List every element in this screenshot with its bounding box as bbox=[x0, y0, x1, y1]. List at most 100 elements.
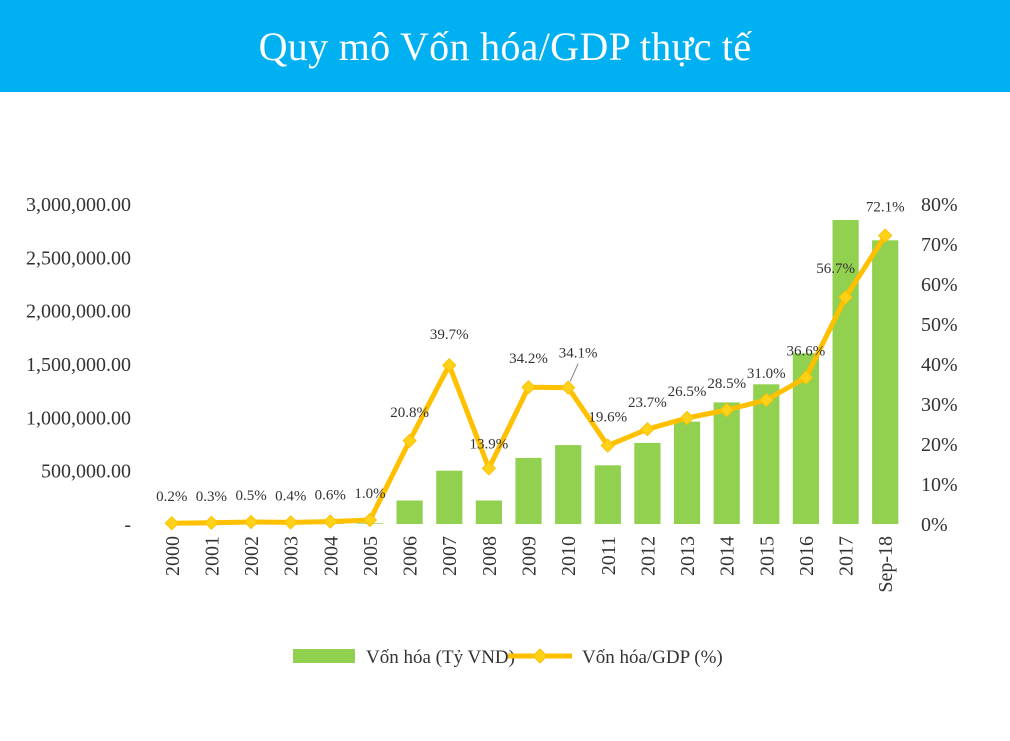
line-marker bbox=[362, 512, 378, 528]
x-tick-label: 2010 bbox=[558, 536, 580, 576]
bar bbox=[396, 500, 423, 524]
right-tick-label: 70% bbox=[921, 234, 958, 256]
x-tick-label: 2016 bbox=[796, 536, 818, 576]
right-tick-label: 0% bbox=[921, 514, 948, 536]
x-tick-label: 2013 bbox=[677, 536, 699, 576]
data-label: 34.1% bbox=[559, 346, 598, 362]
bar bbox=[555, 445, 582, 524]
x-tick-label: 2002 bbox=[241, 536, 263, 576]
data-label: 36.6% bbox=[787, 344, 826, 360]
left-axis: - 500,000.00 1,000,000.00 1,500,000.00 2,000… bbox=[26, 194, 131, 536]
x-tick-label: 2004 bbox=[320, 536, 342, 576]
line-marker bbox=[402, 433, 417, 449]
x-tick-label: 2017 bbox=[836, 536, 858, 576]
bar bbox=[436, 470, 463, 524]
left-tick-label: 2,500,000.00 bbox=[26, 247, 131, 269]
legend: Vốn hóa (Tỷ VND) Vốn hóa/GDP (%) bbox=[293, 647, 723, 668]
x-axis: 2000 2001 2002 2003 2004 2005 2006 2007 2008 2009… bbox=[162, 536, 897, 593]
line-marker bbox=[521, 379, 536, 395]
legend-bar-swatch bbox=[293, 649, 355, 663]
bar bbox=[832, 220, 859, 524]
right-tick-label: 80% bbox=[921, 194, 958, 216]
data-label: 0.3% bbox=[196, 489, 227, 505]
line-marker bbox=[877, 228, 893, 243]
line-marker bbox=[719, 402, 734, 418]
left-tick-label: 1,000,000.00 bbox=[26, 407, 131, 429]
label-leader-line bbox=[569, 363, 579, 382]
x-tick-label: 2001 bbox=[201, 536, 223, 576]
x-tick-label: 2008 bbox=[479, 536, 501, 576]
data-label: 1.0% bbox=[354, 486, 385, 502]
line-marker bbox=[838, 289, 853, 305]
line-marker bbox=[243, 514, 259, 530]
x-tick-label: 2011 bbox=[598, 536, 620, 575]
right-axis: 0% 10% 20% 30% 40% 50% 60% 70% 80% bbox=[921, 194, 958, 536]
x-tick-label: 2006 bbox=[400, 536, 422, 576]
line-marker bbox=[640, 421, 655, 437]
data-label: 39.7% bbox=[430, 327, 469, 343]
line-marker bbox=[442, 357, 457, 373]
legend-line-marker bbox=[532, 648, 548, 664]
x-tick-label: 2014 bbox=[717, 536, 739, 576]
data-label: 0.6% bbox=[315, 488, 346, 504]
data-label: 28.5% bbox=[707, 376, 746, 392]
line-marker bbox=[323, 514, 338, 529]
bar bbox=[753, 384, 780, 524]
line-marker bbox=[798, 370, 814, 385]
right-tick-label: 60% bbox=[921, 274, 958, 296]
line-marker bbox=[481, 461, 497, 476]
data-label: 34.2% bbox=[509, 351, 548, 367]
line-series bbox=[164, 228, 893, 531]
x-tick-label: 2007 bbox=[439, 536, 461, 576]
bar bbox=[475, 500, 502, 524]
left-tick-label: 1,500,000.00 bbox=[26, 354, 131, 376]
bar bbox=[713, 402, 740, 524]
bar bbox=[594, 465, 621, 524]
data-label: 56.7% bbox=[816, 261, 855, 277]
data-label: 20.8% bbox=[390, 405, 429, 421]
data-label: 72.1% bbox=[866, 200, 905, 216]
legend-label-line: Vốn hóa/GDP (%) bbox=[582, 647, 723, 668]
line-marker bbox=[560, 380, 576, 395]
x-tick-label: 2003 bbox=[281, 536, 303, 576]
left-tick-label: 500,000.00 bbox=[41, 461, 131, 483]
x-tick-label: Sep-18 bbox=[875, 536, 897, 593]
data-label: 13.9% bbox=[470, 436, 509, 452]
bar bbox=[634, 442, 661, 524]
x-tick-label: 2005 bbox=[360, 536, 382, 576]
line-marker bbox=[164, 515, 180, 531]
page-title: Quy mô Vốn hóa/GDP thực tế bbox=[258, 23, 752, 69]
line-marker bbox=[283, 515, 298, 530]
right-tick-label: 30% bbox=[921, 394, 958, 416]
x-tick-label: 2000 bbox=[162, 536, 184, 576]
data-label: 31.0% bbox=[747, 366, 786, 382]
left-tick-label: 3,000,000.00 bbox=[26, 194, 131, 216]
data-labels: 0.2% 0.3% 0.5% 0.4% 0.6% 1.0% 20.8% 39.7% 13.9% 3… bbox=[156, 200, 904, 506]
line-marker bbox=[600, 438, 615, 453]
line-marker bbox=[759, 392, 774, 408]
right-tick-label: 40% bbox=[921, 354, 958, 376]
bar-series bbox=[158, 220, 899, 525]
bar bbox=[673, 421, 701, 524]
data-label: 0.5% bbox=[235, 488, 266, 504]
right-tick-label: 50% bbox=[921, 314, 958, 336]
bar bbox=[872, 240, 899, 525]
data-label: 0.2% bbox=[156, 489, 187, 505]
right-tick-label: 20% bbox=[921, 434, 958, 456]
x-tick-label: 2012 bbox=[637, 536, 659, 576]
legend-label-bar: Vốn hóa (Tỷ VND) bbox=[366, 647, 515, 668]
data-label: 0.4% bbox=[275, 488, 306, 504]
x-tick-label: 2015 bbox=[756, 536, 778, 576]
data-label: 19.6% bbox=[588, 410, 627, 426]
left-tick-label: - bbox=[124, 514, 131, 536]
title-banner: Quy mô Vốn hóa/GDP thực tế bbox=[0, 0, 1010, 92]
x-tick-label: 2009 bbox=[519, 536, 541, 576]
left-tick-label: 2,000,000.00 bbox=[26, 301, 131, 323]
line-marker bbox=[204, 515, 219, 531]
right-tick-label: 10% bbox=[921, 474, 958, 496]
data-label: 26.5% bbox=[668, 384, 707, 400]
bar bbox=[515, 457, 542, 524]
data-label: 23.7% bbox=[628, 395, 667, 411]
line-marker bbox=[679, 410, 695, 426]
